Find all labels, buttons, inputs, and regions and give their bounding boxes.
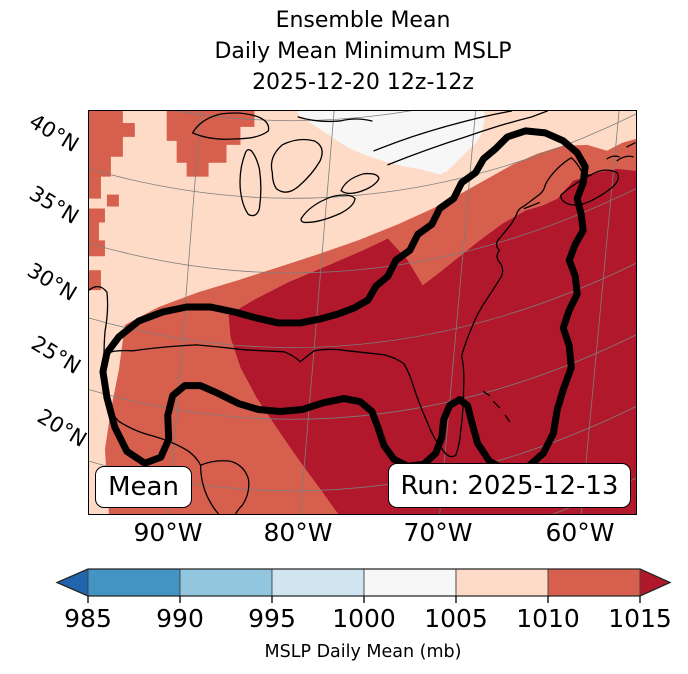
cbar-label-1015: 1015 [608,604,672,633]
colorbar-caption: MSLP Daily Mean (mb) [265,642,462,662]
colorbar-seg-1005-1010 [455,568,549,597]
y-tick-35n: 35°N [25,181,83,229]
colorbar: 985 990 995 1000 1005 1010 1015 MSLP Dai… [55,568,672,662]
colorbar-seg-1010-1015 [547,568,641,597]
colorbar-seg-990-995 [179,568,273,597]
colorbar-seg-995-1000 [271,568,365,597]
y-tick-25n: 25°N [27,331,85,379]
mean-annotation-box: Mean [95,466,192,508]
x-tick-80w: 80°W [263,518,333,547]
fill-band-over-1015 [228,168,636,514]
fill-band-1010-1015-band [104,138,636,514]
title-line-3: 2025-12-20 12z-12z [252,70,474,95]
colorbar-seg-985-990 [87,568,181,597]
run-date-annotation-box: Run: 2025-12-13 [388,463,631,508]
map-panel [88,110,637,515]
y-tick-40n: 40°N [25,109,83,157]
colorbar-arrow-right [639,568,672,597]
colorbar-segments [55,568,672,597]
cbar-label-985: 985 [64,604,112,633]
x-tick-60w: 60°W [545,518,615,547]
map-canvas [89,111,636,514]
cbar-label-1010: 1010 [516,604,580,633]
fill-band-1000-1005 [297,111,485,175]
title-line-2: Daily Mean Minimum MSLP [214,39,512,64]
x-tick-90w: 90°W [133,518,203,547]
fill-band-1010-1015-patches [89,111,255,291]
title-line-1: Ensemble Mean [275,8,451,33]
colorbar-seg-1000-1005 [363,568,457,597]
y-tick-30n: 30°N [23,258,81,306]
chart-title: Ensemble Mean Daily Mean Minimum MSLP 20… [38,5,688,98]
y-tick-20n: 20°N [33,404,91,452]
x-tick-70w: 70°W [403,518,473,547]
cbar-label-990: 990 [156,604,204,633]
colorbar-tick-labels: 985 990 995 1000 1005 1010 1015 [64,604,672,633]
cbar-label-1005: 1005 [424,604,488,633]
coastlines [89,111,636,514]
colorbar-arrow-left [55,568,89,597]
cbar-label-995: 995 [248,604,296,633]
cbar-label-1000: 1000 [332,604,396,633]
colorbar-ticks [87,596,641,603]
ensemble-mean-contour [99,127,589,475]
